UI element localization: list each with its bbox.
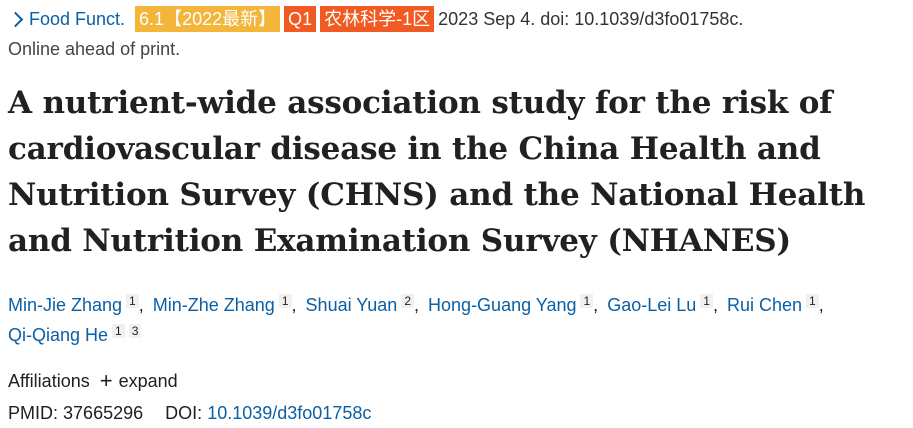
affiliation-ref[interactable]: 1 xyxy=(700,294,713,308)
citation-line: Food Funct. 6.1【2022最新】 Q1 农林科学-1区 2023 … xyxy=(7,6,744,32)
author-link[interactable]: Gao-Lei Lu xyxy=(607,295,697,315)
doi-label: DOI: xyxy=(165,403,203,423)
affiliations-section: Affiliations + expand xyxy=(8,368,178,394)
article-title: A nutrient-wide association study for th… xyxy=(8,85,866,259)
author-link[interactable]: Rui Chen xyxy=(726,295,803,315)
citation-details: 2023 Sep 4. doi: 10.1039/d3fo01758c. xyxy=(438,9,744,29)
journal-link[interactable]: Food Funct. xyxy=(29,9,126,29)
author-item: Min-Zhe Zhang 1, xyxy=(152,294,297,315)
category-badge: 农林科学-1区 xyxy=(320,6,435,32)
affiliations-expand-button[interactable]: + expand xyxy=(100,368,178,394)
affiliation-ref[interactable]: 1 xyxy=(126,294,139,308)
author-item: Qi-Qiang He 1 3 xyxy=(8,324,142,345)
publication-status: Online ahead of print. xyxy=(8,39,181,59)
author-link[interactable]: Qi-Qiang He xyxy=(8,325,109,345)
plus-icon: + xyxy=(99,368,113,393)
affiliation-ref[interactable]: 1 xyxy=(112,324,125,338)
author-item: Rui Chen 1, xyxy=(726,294,824,315)
quartile-badge: Q1 xyxy=(284,6,317,32)
affiliation-ref[interactable]: 3 xyxy=(128,324,142,338)
doi-link[interactable]: 10.1039/d3fo01758c xyxy=(207,403,372,423)
author-link[interactable]: Min-Jie Zhang xyxy=(8,295,123,315)
pmid-label: PMID: xyxy=(8,403,59,423)
author-item: Min-Jie Zhang 1, xyxy=(8,294,144,315)
pmid-value: 37665296 xyxy=(63,403,144,423)
affiliations-label: Affiliations xyxy=(8,371,90,391)
author-link[interactable]: Min-Zhe Zhang xyxy=(152,295,275,315)
affiliation-ref[interactable]: 1 xyxy=(806,294,819,308)
author-link[interactable]: Shuai Yuan xyxy=(305,295,398,315)
affiliation-ref[interactable]: 1 xyxy=(580,294,594,308)
author-link[interactable]: Hong-Guang Yang xyxy=(428,295,577,315)
impact-factor-badge: 6.1【2022最新】 xyxy=(135,6,281,32)
authors-list: Min-Jie Zhang 1, Min-Zhe Zhang 1, Shuai Yu… xyxy=(8,290,908,350)
author-item: Hong-Guang Yang 1, xyxy=(428,294,599,315)
affiliation-ref[interactable]: 1 xyxy=(278,294,292,308)
identifiers: PMID: 37665296 DOI: 10.1039/d3fo01758c xyxy=(8,400,371,426)
author-item: Shuai Yuan 2, xyxy=(305,294,420,315)
author-item: Gao-Lei Lu 1, xyxy=(607,294,718,315)
expand-label: expand xyxy=(118,371,178,391)
affiliation-ref[interactable]: 2 xyxy=(401,294,414,308)
chevron-right-icon[interactable] xyxy=(7,11,24,27)
